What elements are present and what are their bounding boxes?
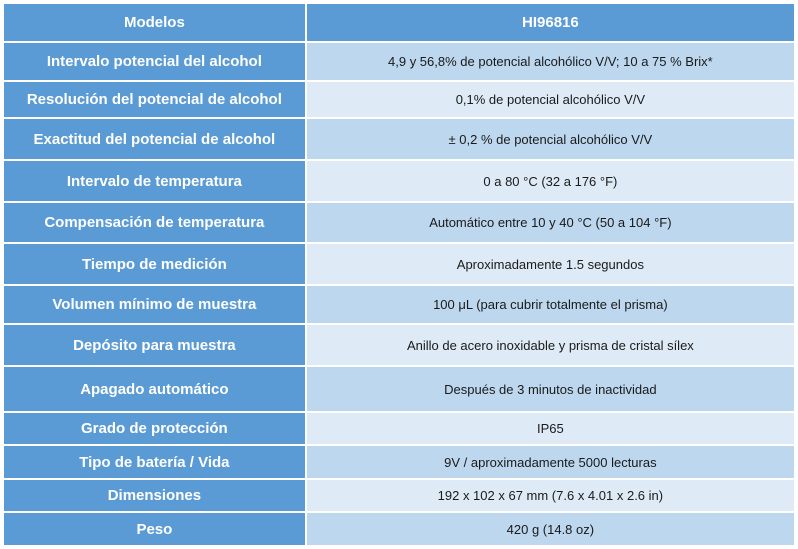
table-row: Resolución del potencial de alcohol 0,1%… <box>2 80 797 119</box>
table-row: Depósito para muestra Anillo de acero in… <box>2 323 797 367</box>
header-models-label: Modelos <box>2 2 307 43</box>
row-value: Aproximadamente 1.5 segundos <box>304 242 797 286</box>
table-row: Intervalo potencial del alcohol 4,9 y 56… <box>2 41 797 82</box>
row-label: Compensación de temperatura <box>2 201 307 244</box>
header-model-code: HI96816 <box>304 2 797 43</box>
table-row: Peso 420 g (14.8 oz) <box>2 511 797 547</box>
row-label: Resolución del potencial de alcohol <box>2 80 307 119</box>
table-row: Tipo de batería / Vida 9V / aproximadame… <box>2 444 797 480</box>
table-row: Volumen mínimo de muestra 100 μL (para c… <box>2 284 797 325</box>
table-row: Compensación de temperatura Automático e… <box>2 201 797 244</box>
row-value: 0,1% de potencial alcohólico V/V <box>304 80 797 119</box>
row-value: Anillo de acero inoxidable y prisma de c… <box>304 323 797 367</box>
row-label: Tipo de batería / Vida <box>2 444 307 480</box>
table-row: Grado de protección IP65 <box>2 411 797 446</box>
row-label: Intervalo de temperatura <box>2 159 307 203</box>
row-value: ± 0,2 % de potencial alcohólico V/V <box>304 117 797 161</box>
row-label: Grado de protección <box>2 411 307 446</box>
row-label: Intervalo potencial del alcohol <box>2 41 307 82</box>
row-value: IP65 <box>304 411 797 446</box>
row-value: 100 μL (para cubrir totalmente el prisma… <box>304 284 797 325</box>
row-value: 192 x 102 x 67 mm (7.6 x 4.01 x 2.6 in) <box>304 478 797 513</box>
table-header-row: Modelos HI96816 <box>2 2 797 43</box>
row-label: Tiempo de medición <box>2 242 307 286</box>
row-value: 0 a 80 °C (32 a 176 °F) <box>304 159 797 203</box>
row-value: 4,9 y 56,8% de potencial alcohólico V/V;… <box>304 41 797 82</box>
row-value: Después de 3 minutos de inactividad <box>304 365 797 413</box>
row-label: Dimensiones <box>2 478 307 513</box>
row-label: Apagado automático <box>2 365 307 413</box>
table-row: Exactitud del potencial de alcohol ± 0,2… <box>2 117 797 161</box>
row-value: 420 g (14.8 oz) <box>304 511 797 547</box>
row-value: 9V / aproximadamente 5000 lecturas <box>304 444 797 480</box>
row-value: Automático entre 10 y 40 °C (50 a 104 °F… <box>304 201 797 244</box>
table-row: Apagado automático Después de 3 minutos … <box>2 365 797 413</box>
row-label: Depósito para muestra <box>2 323 307 367</box>
table-row: Dimensiones 192 x 102 x 67 mm (7.6 x 4.0… <box>2 478 797 513</box>
row-label: Volumen mínimo de muestra <box>2 284 307 325</box>
row-label: Peso <box>2 511 307 547</box>
table-row: Intervalo de temperatura 0 a 80 °C (32 a… <box>2 159 797 203</box>
table-row: Tiempo de medición Aproximadamente 1.5 s… <box>2 242 797 286</box>
row-label: Exactitud del potencial de alcohol <box>2 117 307 161</box>
